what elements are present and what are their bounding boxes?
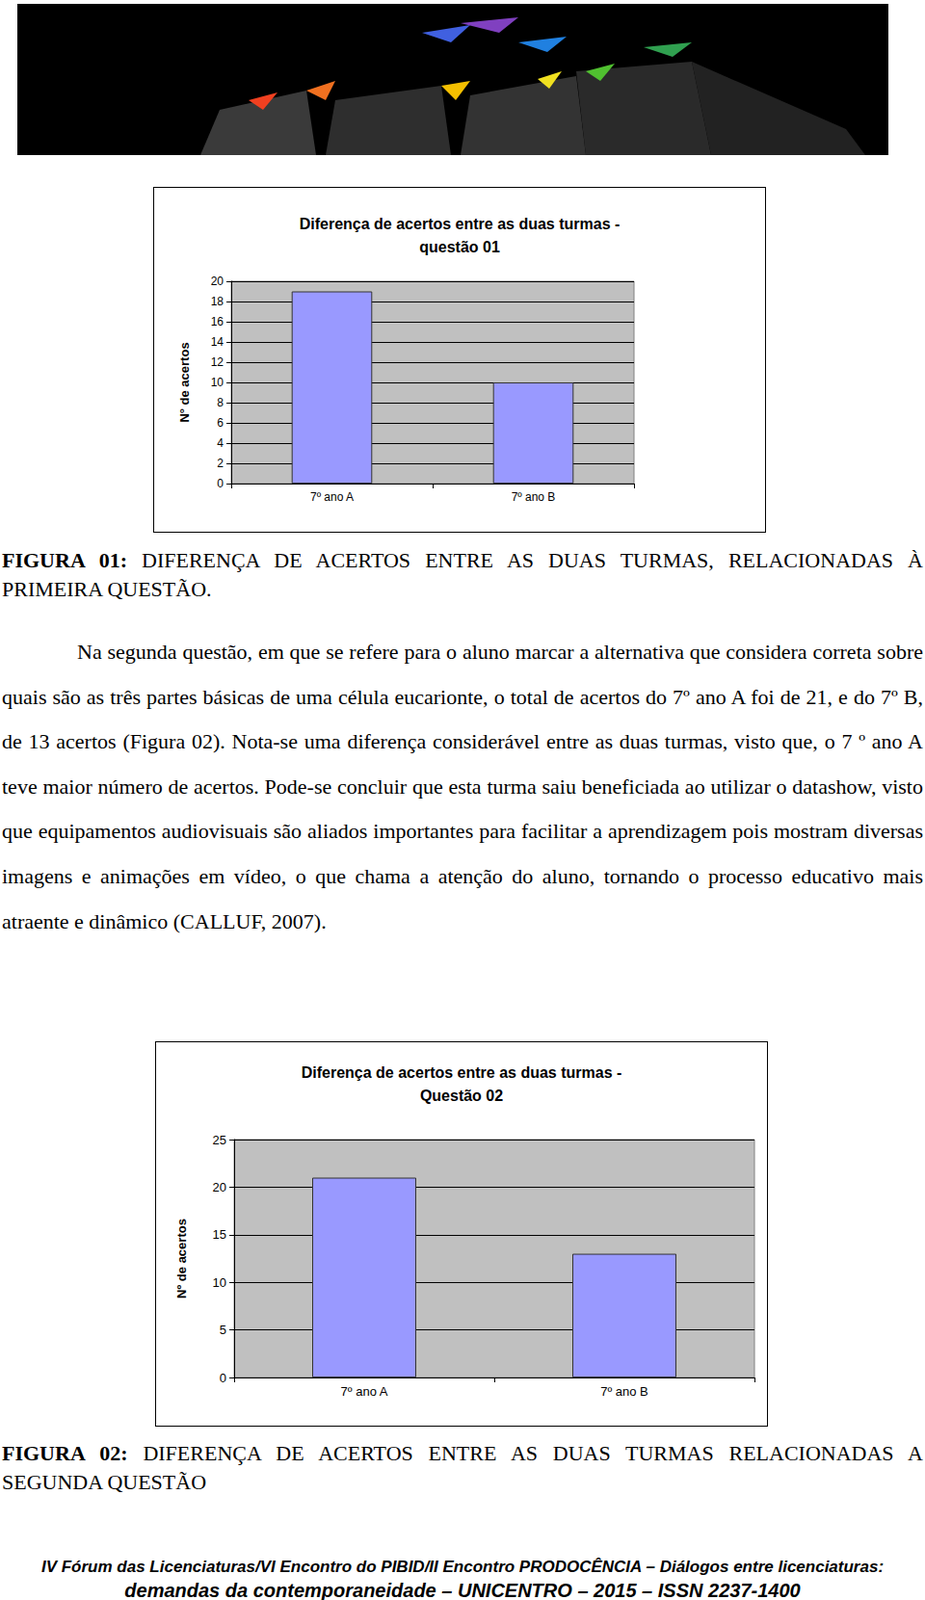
svg-text:10: 10 <box>212 1275 227 1291</box>
html-text:IV Fórum das Licenciaturas/VI: IV Fórum das Licenciaturas/VI Encontro d… <box>41 1558 884 1577</box>
svg-text:0: 0 <box>216 476 224 491</box>
svg-text:18: 18 <box>211 294 225 309</box>
svg-text:0: 0 <box>219 1371 227 1386</box>
svg-text:questão 01: questão 01 <box>419 238 501 256</box>
svg-text:25: 25 <box>212 1133 227 1148</box>
html-text:FIGURA 01: DIFERENÇA DE ACERTO: FIGURA 01: DIFERENÇA DE ACERTOS ENTRE AS… <box>1 548 924 602</box>
svg-text:8: 8 <box>216 396 224 410</box>
svg-text:20: 20 <box>211 274 225 289</box>
svg-text:4: 4 <box>216 436 224 450</box>
svg-text:7º ano A: 7º ano A <box>341 1384 389 1400</box>
svg-text:Diferença de acertos entre as: Diferença de acertos entre as duas turma… <box>299 215 621 233</box>
svg-text:2: 2 <box>216 456 224 471</box>
svg-text:Diferença de acertos entre as: Diferença de acertos entre as duas turma… <box>301 1064 623 1082</box>
svg-text:6: 6 <box>216 416 224 430</box>
svg-text:16: 16 <box>211 315 225 329</box>
svg-text:N° de acertos: N° de acertos <box>177 342 192 423</box>
svg-text:5: 5 <box>219 1322 227 1338</box>
svg-text:14: 14 <box>211 335 225 349</box>
svg-text:7º ano B: 7º ano B <box>600 1384 649 1400</box>
svg-text:7º ano B: 7º ano B <box>511 490 556 504</box>
svg-text:Questão 02: Questão 02 <box>420 1087 503 1105</box>
svg-text:12: 12 <box>211 355 225 370</box>
svg-text:10: 10 <box>211 375 225 390</box>
svg-text:20: 20 <box>212 1180 227 1195</box>
html-text:Na segunda questão, em que se: Na segunda questão, em que se refere par… <box>1 639 924 934</box>
svg-text:7º ano A: 7º ano A <box>310 490 354 504</box>
html-text:FIGURA 02: DIFERENÇA DE ACERTO: FIGURA 02: DIFERENÇA DE ACERTOS ENTRE AS… <box>1 1441 924 1495</box>
svg-text:Nº de acertos: Nº de acertos <box>174 1218 189 1299</box>
svg-text:15: 15 <box>212 1227 227 1243</box>
